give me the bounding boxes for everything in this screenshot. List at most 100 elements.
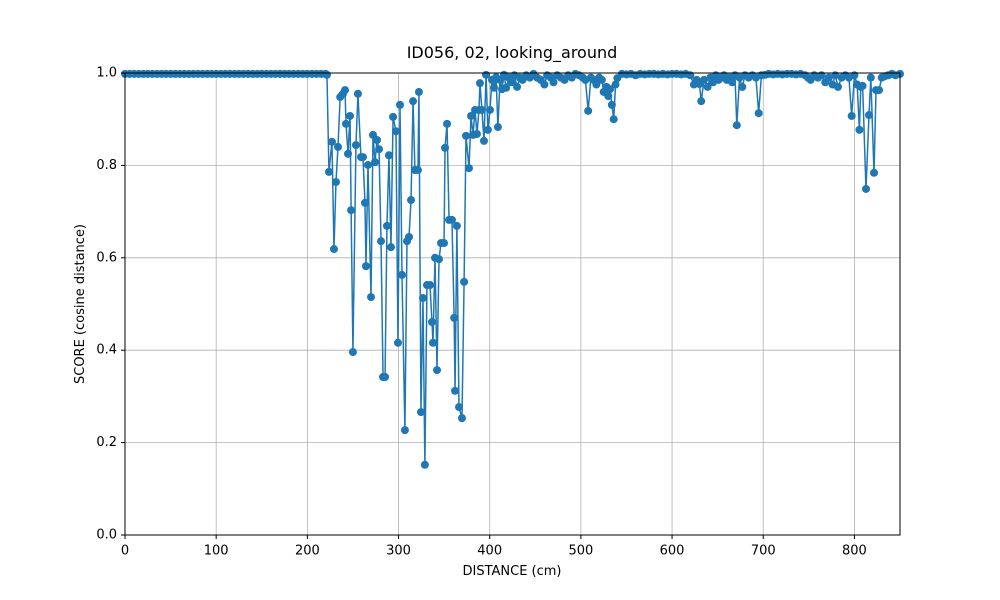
data-point [344,149,353,158]
data-point [477,105,486,114]
data-point [441,143,450,152]
data-point [479,136,488,145]
data-point [407,196,416,205]
data-point [389,112,398,121]
data-point [391,127,400,136]
data-point [361,262,370,271]
data-point [386,243,395,252]
data-point [375,145,384,154]
data-point [447,215,456,224]
data-point [329,245,338,254]
data-point [485,105,494,114]
data-point [381,372,390,381]
data-point [353,89,362,98]
data-point [382,221,391,230]
data-point [489,83,498,92]
plot-area [121,69,904,469]
x-tick-label: 800 [842,544,867,559]
data-point [324,167,333,176]
data-point [703,82,712,91]
data-point [467,111,476,120]
data-point [363,160,372,169]
data-point [728,78,737,87]
data-point [414,87,423,96]
data-point [371,158,380,167]
data-point [418,293,427,302]
x-tick-label: 400 [477,544,502,559]
data-point [420,460,429,469]
y-tick-label: 1.0 [96,66,117,81]
data-point [333,142,342,151]
data-point [592,80,601,89]
data-point [540,80,549,89]
data-point [699,75,708,84]
x-tick-label: 200 [295,544,320,559]
y-tick-label: 0.4 [96,343,117,358]
data-point [606,85,615,94]
x-tick-label: 300 [386,544,411,559]
data-point [451,386,460,395]
x-axis-label: DISTANCE (cm) [462,564,561,579]
data-point [697,97,706,106]
data-point [475,79,484,88]
data-point [433,366,442,375]
data-point [440,239,449,248]
data-point [457,414,466,423]
data-point [384,151,393,160]
data-point [507,78,516,87]
data-point [855,125,864,134]
data-point [435,255,444,264]
data-point [360,198,369,207]
data-point [584,106,593,115]
data-point [342,119,351,128]
data-point [483,125,492,134]
data-point [875,86,884,95]
data-point [327,137,336,146]
chart-title: ID056, 02, looking_around [407,43,618,63]
data-point [754,109,763,118]
data-point [472,129,481,138]
data-point [604,92,613,101]
data-point [348,348,357,357]
data-point [452,221,461,230]
axes-frame [124,72,901,536]
data-point [425,281,434,290]
data-point [397,270,406,279]
data-point [861,184,870,193]
data-point [427,318,436,327]
y-tick-label: 0.6 [96,250,117,265]
data-point [346,111,355,120]
data-point [611,80,620,89]
data-point [351,141,360,150]
y-tick-label: 0.8 [96,158,117,173]
data-point [341,86,350,95]
data-point [870,168,879,177]
data-point [502,83,511,92]
data-point [738,82,747,91]
data-point [865,111,873,120]
data-point [866,73,875,82]
data-point [347,206,356,215]
data-point [462,131,470,140]
data-point [428,338,437,347]
data-point [493,123,502,132]
data-point [460,277,469,286]
data-point [358,153,367,162]
data-point [513,82,522,91]
data-point [454,403,463,412]
y-axis-label: SCORE (cosine distance) [73,224,88,384]
x-tick-label: 500 [568,544,593,559]
x-tick-label: 700 [751,544,776,559]
data-point [377,237,386,246]
y-tick-label: 0.2 [96,435,117,450]
data-point [450,313,459,322]
data-point [824,73,833,82]
data-point [609,115,618,124]
data-point [400,426,409,435]
data-point [732,121,741,130]
data-point [366,293,375,302]
data-point [373,135,382,144]
data-point [416,408,425,417]
